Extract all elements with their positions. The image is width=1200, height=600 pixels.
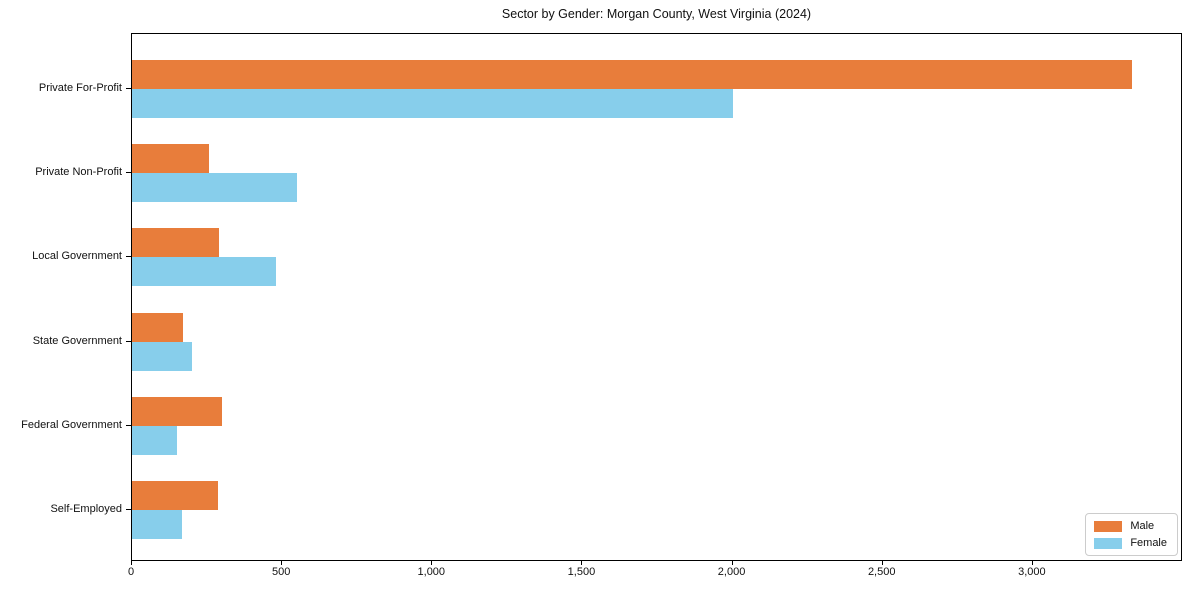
bar-female-self-employed — [132, 510, 182, 539]
ytick-mark — [126, 172, 131, 174]
bar-male-state-government — [132, 312, 183, 342]
legend-item-male: Male — [1094, 520, 1167, 532]
xtick-mark — [881, 561, 883, 565]
xtick-label-1500: 1,500 — [567, 566, 596, 578]
bar-female-local-government — [132, 257, 276, 287]
legend-swatch-female — [1094, 537, 1123, 549]
xtick-mark — [1031, 561, 1033, 565]
xtick-mark — [281, 561, 283, 565]
ytick-label-federal-government: Federal Government — [21, 418, 122, 431]
ytick-label-state-government: State Government — [32, 334, 122, 347]
xtick-label-1000: 1,000 — [417, 566, 446, 578]
bar-male-private-for-profit — [132, 60, 1132, 89]
xtick-label-3000: 3,000 — [1018, 566, 1046, 578]
xtick-mark — [431, 561, 433, 565]
legend-label-male: Male — [1130, 520, 1155, 532]
ytick-label-local-government: Local Government — [32, 250, 122, 263]
xtick-label-0: 0 — [127, 566, 135, 578]
xtick-label-2500: 2,500 — [867, 566, 896, 578]
xtick-label-500: 500 — [271, 566, 291, 578]
plot-area — [131, 33, 1182, 561]
ytick-label-private-for-profit: Private For-Profit — [38, 82, 122, 94]
legend-label-female: Female — [1130, 537, 1167, 549]
xtick-mark — [581, 561, 583, 565]
xtick-mark — [131, 561, 132, 565]
bar-female-private-for-profit — [132, 89, 733, 118]
xtick-mark — [731, 561, 733, 565]
ytick-mark — [126, 509, 131, 510]
bar-male-private-non-profit — [132, 144, 209, 174]
bar-male-federal-government — [132, 396, 222, 426]
xtick-label-2000: 2,000 — [717, 566, 746, 578]
ytick-mark — [126, 424, 131, 426]
bar-female-private-non-profit — [132, 173, 297, 203]
legend-swatch-male — [1094, 520, 1123, 532]
bar-female-federal-government — [132, 425, 177, 455]
legend-item-female: Female — [1094, 537, 1167, 549]
bar-female-state-government — [132, 341, 192, 371]
bar-male-local-government — [132, 228, 219, 258]
legend: Male Female — [1085, 513, 1178, 556]
ytick-mark — [126, 256, 131, 258]
chart-title: Sector by Gender: Morgan County, West Vi… — [501, 7, 812, 21]
bar-male-self-employed — [132, 481, 218, 510]
ytick-label-self-employed: Self-Employed — [50, 503, 122, 515]
ytick-label-private-non-profit: Private Non-Profit — [35, 166, 122, 179]
ytick-mark — [126, 88, 131, 89]
ytick-mark — [126, 340, 131, 342]
